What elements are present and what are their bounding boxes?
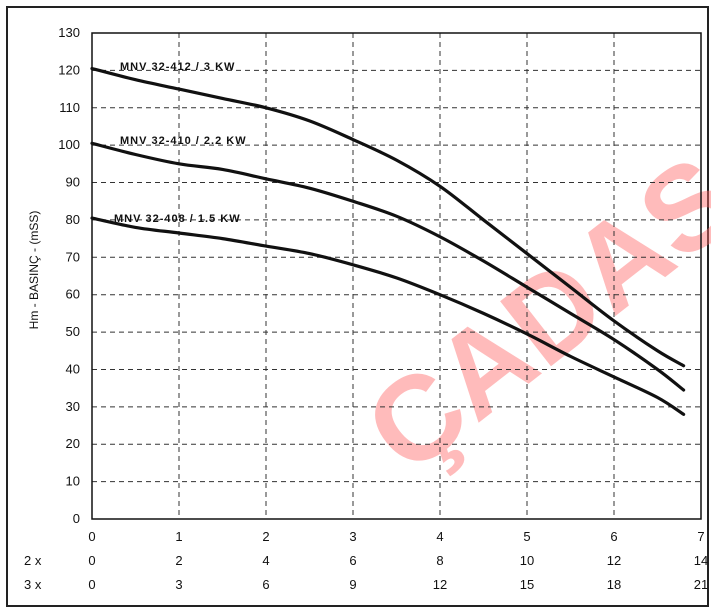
x-row-tick-label: 2 (175, 553, 182, 568)
y-tick-label: 60 (66, 287, 80, 302)
series-line-3 (90, 216, 686, 416)
y-tick-label: 40 (66, 361, 80, 376)
x-row-tick-label: 6 (262, 577, 269, 592)
x-tick-label: 1 (175, 529, 182, 544)
y-tick-label: 80 (66, 212, 80, 227)
x-row-tick-label: 6 (349, 553, 356, 568)
x-row-tick-label: 4 (262, 553, 269, 568)
x-row-tick-label: 3 (175, 577, 182, 592)
x-row-tick-label: 12 (607, 553, 621, 568)
x-row-tick-label: 15 (520, 577, 534, 592)
grid (92, 33, 701, 519)
y-tick-label: 120 (58, 62, 80, 77)
x-row-tick-label: 9 (349, 577, 356, 592)
y-tick-labels: 0 10 20 30 40 50 60 70 80 90 100 110 120 130 (58, 25, 80, 526)
x-tick-label: 5 (523, 529, 530, 544)
y-tick-label: 110 (59, 100, 80, 115)
series-line-2 (90, 141, 686, 392)
x-row-tick-label: 18 (607, 577, 621, 592)
x-tick-label: 2 (262, 529, 269, 544)
y-tick-label: 0 (73, 511, 80, 526)
y-tick-label: 30 (66, 399, 80, 414)
series-lines (90, 66, 686, 416)
x-tick-label: 7 (697, 529, 704, 544)
x-tick-label: 3 (349, 529, 356, 544)
y-tick-label: 50 (66, 324, 80, 339)
x-tick-label: 6 (610, 529, 617, 544)
series-label-2: MNV 32-410 / 2.2 KW (120, 135, 247, 147)
x-row-label: 3 x (24, 577, 42, 592)
x-row-label: 2 x (24, 553, 42, 568)
x-row-tick-label: 14 (694, 553, 708, 568)
x-row-tick-label: 10 (520, 553, 534, 568)
x-row-tick-label: 21 (694, 577, 708, 592)
x-row-tick-label: 0 (88, 577, 95, 592)
x-tick-labels: 0 1 2 3 4 5 6 72 x 0 2 4 6 8 10 12 143 x 0 3 6 9 12 15 18 21 (24, 529, 708, 592)
watermark-text: ÇADAŞ (342, 130, 711, 498)
x-tick-label: 0 (88, 529, 95, 544)
axes (91, 32, 702, 520)
y-tick-label: 130 (58, 25, 80, 40)
series-label-3: MNV 32-408 / 1.5 KW (114, 213, 241, 225)
series-labels: MNV 32-412 / 3 KW MNV 32-410 / 2.2 KW MNV … (114, 61, 247, 225)
x-tick-label: 4 (436, 529, 443, 544)
x-row-tick-label: 12 (433, 577, 447, 592)
y-tick-label: 70 (66, 249, 80, 264)
y-tick-label: 90 (66, 175, 80, 190)
y-tick-label: 10 (66, 474, 80, 489)
series-line-1 (90, 66, 686, 368)
plot-border (91, 32, 702, 520)
x-row-tick-label: 0 (88, 553, 95, 568)
y-axis-label: Hm - BASINÇ - (mSS) (27, 211, 41, 330)
series-label-1: MNV 32-412 / 3 KW (120, 61, 235, 73)
y-tick-label: 100 (58, 137, 80, 152)
x-row-tick-label: 8 (436, 553, 443, 568)
y-tick-label: 20 (66, 436, 80, 451)
